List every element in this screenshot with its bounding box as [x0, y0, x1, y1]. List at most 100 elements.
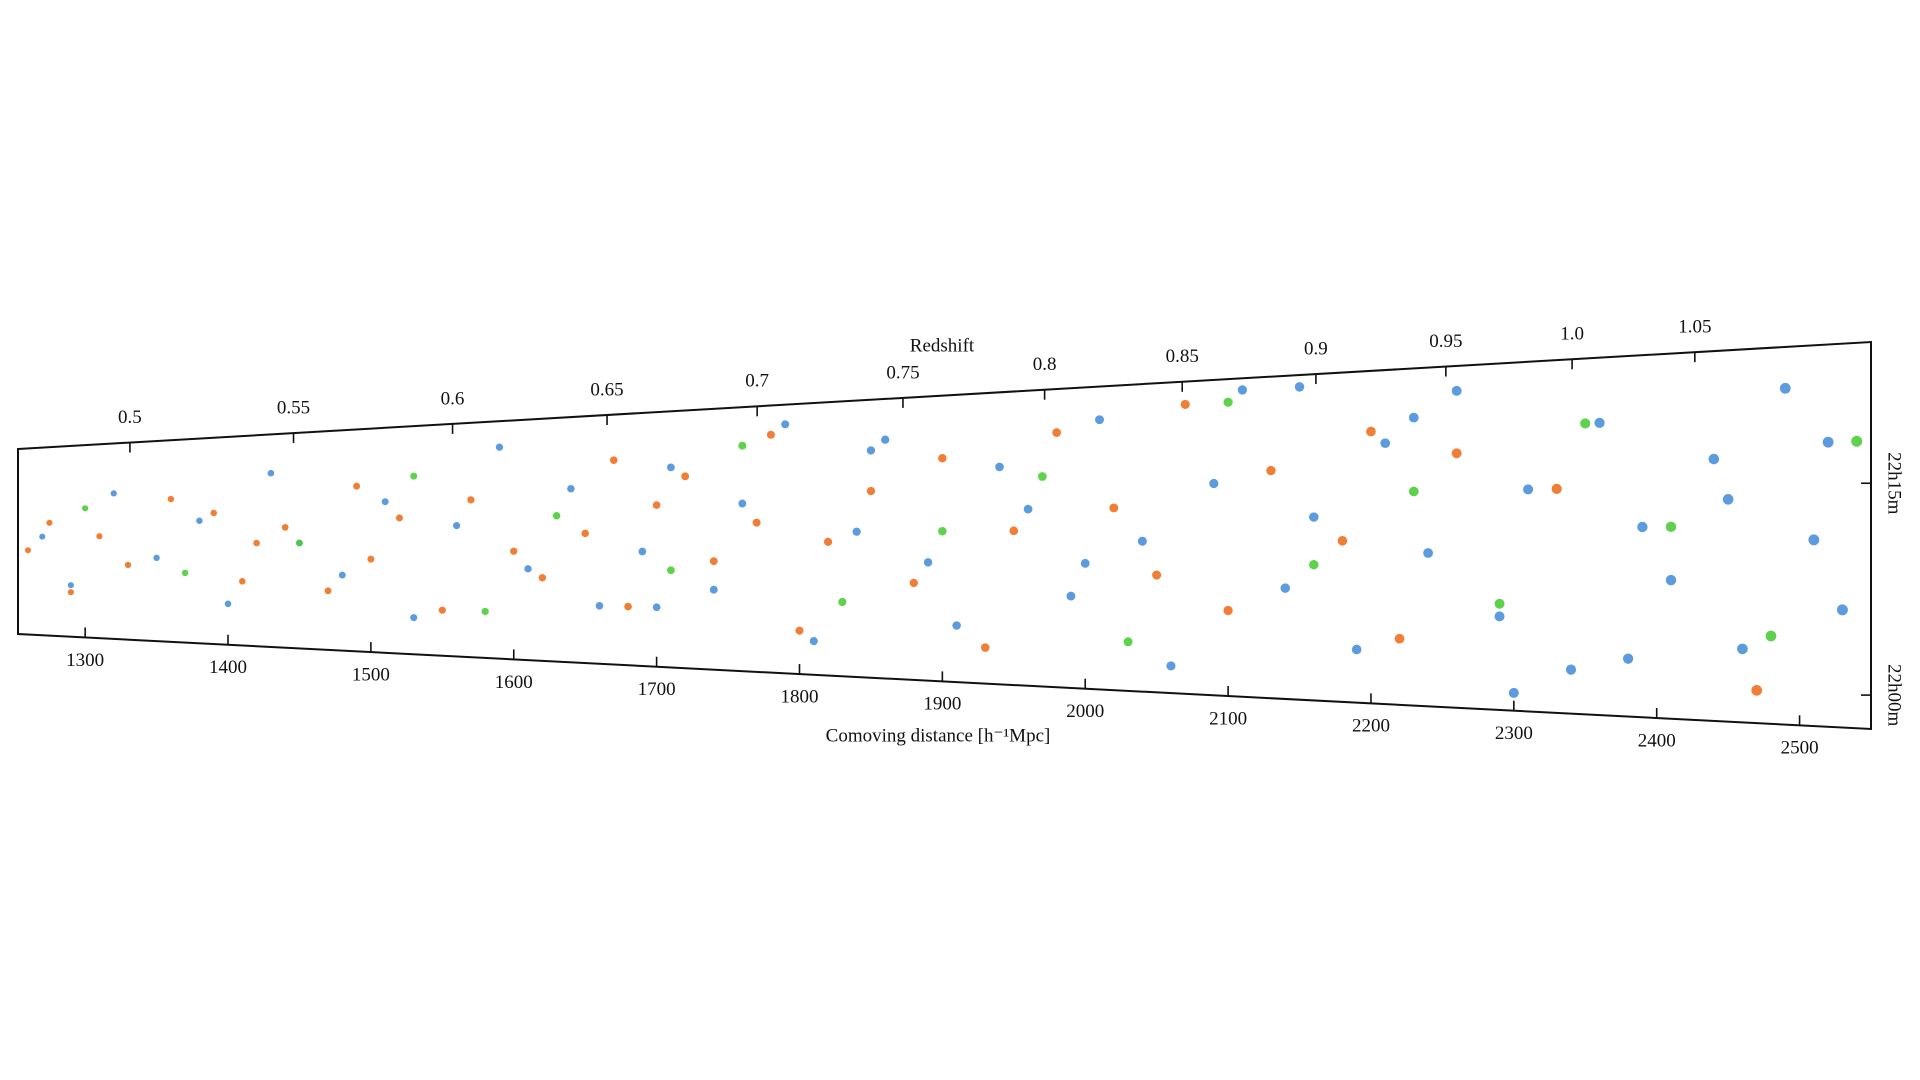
- x2-tick-label: 0.6: [441, 388, 465, 409]
- galaxy-point: [752, 518, 761, 527]
- galaxy-point: [567, 484, 575, 493]
- galaxy-point: [381, 498, 389, 506]
- galaxy-point: [938, 453, 947, 463]
- galaxy-point: [524, 565, 532, 573]
- galaxy-point: [1808, 534, 1820, 546]
- galaxy-point: [1779, 382, 1791, 394]
- galaxy-point: [980, 643, 990, 652]
- galaxy-point: [124, 561, 132, 569]
- galaxy-point: [410, 472, 418, 480]
- galaxy-point: [881, 435, 890, 444]
- galaxy-point: [1037, 472, 1047, 481]
- galaxy-point: [239, 577, 246, 585]
- galaxy-point: [809, 637, 818, 646]
- galaxy-point: [1009, 526, 1019, 536]
- galaxy-point: [82, 505, 89, 512]
- galaxy-point: [1737, 643, 1748, 655]
- galaxy-point: [153, 554, 160, 562]
- galaxy-point: [1551, 483, 1562, 494]
- x2-tick-label: 0.75: [886, 362, 919, 383]
- galaxy-point: [995, 462, 1004, 472]
- x2-tick-label: 0.7: [745, 371, 769, 392]
- galaxy-point: [1095, 415, 1104, 425]
- galaxy-point: [67, 589, 74, 596]
- galaxy-point: [538, 574, 547, 582]
- x-tick-label: 1400: [209, 657, 247, 678]
- galaxy-point: [453, 522, 461, 530]
- galaxy-point: [1722, 494, 1734, 505]
- galaxy-point: [652, 603, 661, 612]
- galaxy-point: [1451, 385, 1462, 396]
- galaxy-point: [253, 539, 260, 547]
- galaxy-point: [96, 533, 103, 540]
- galaxy-point: [210, 509, 217, 517]
- galaxy-point: [39, 533, 46, 540]
- galaxy-point: [866, 486, 876, 496]
- galaxy-point: [1152, 570, 1162, 580]
- galaxy-point: [1494, 611, 1505, 622]
- x-tick-label: 2100: [1209, 708, 1247, 729]
- x2-tick-label: 0.5: [118, 407, 142, 428]
- galaxy-point: [1751, 684, 1763, 696]
- galaxy-point: [281, 523, 289, 531]
- galaxy-point: [1580, 418, 1591, 429]
- galaxy-point: [1309, 512, 1319, 522]
- galaxy-point: [395, 514, 403, 522]
- galaxy-point: [1080, 558, 1090, 568]
- galaxy-point: [67, 582, 74, 589]
- galaxy-point: [296, 539, 303, 547]
- galaxy-point: [1137, 536, 1147, 546]
- galaxy-point: [1423, 548, 1434, 558]
- x-tick-label: 2400: [1638, 730, 1676, 751]
- galaxy-point: [267, 469, 275, 477]
- galaxy-point: [638, 547, 647, 556]
- galaxy-point: [838, 597, 847, 607]
- galaxy-point: [510, 547, 518, 555]
- galaxy-point: [1822, 436, 1834, 448]
- galaxy-point: [667, 463, 675, 472]
- galaxy-point: [1237, 385, 1248, 395]
- galaxy-point: [923, 558, 933, 567]
- galaxy-point: [1394, 633, 1405, 644]
- galaxy-point: [766, 430, 775, 439]
- galaxy-point: [909, 578, 918, 588]
- galaxy-point: [624, 602, 632, 611]
- galaxy-point: [1351, 644, 1362, 655]
- galaxy-point: [1180, 399, 1190, 409]
- galaxy-point: [438, 606, 446, 614]
- galaxy-point: [652, 501, 661, 509]
- galaxy-point: [1066, 591, 1076, 601]
- galaxy-point: [1023, 504, 1033, 514]
- galaxy-point: [1223, 397, 1233, 407]
- y-tick-label: 22h15m: [1884, 452, 1905, 514]
- galaxy-point: [852, 527, 861, 536]
- galaxy-point: [1494, 598, 1505, 609]
- galaxy-point: [1622, 653, 1634, 664]
- galaxy-point: [1851, 435, 1863, 447]
- galaxy-point: [1665, 521, 1677, 533]
- galaxy-point: [1209, 478, 1219, 489]
- galaxy-point: [1523, 484, 1534, 495]
- galaxy-point: [823, 537, 833, 546]
- galaxy-point: [866, 446, 876, 455]
- galaxy-point: [1280, 583, 1290, 593]
- galaxy-point: [552, 512, 561, 520]
- galaxy-point: [24, 547, 32, 554]
- x2-tick-label: 0.55: [277, 397, 310, 418]
- galaxy-point: [1337, 536, 1348, 546]
- galaxy-point: [181, 569, 189, 577]
- galaxy-point: [581, 529, 589, 538]
- x2-tick-label: 1.0: [1560, 324, 1584, 345]
- x-tick-label: 1700: [638, 679, 676, 700]
- galaxy-point: [1408, 412, 1419, 423]
- galaxy-point: [1123, 637, 1133, 647]
- x-tick-label: 1600: [495, 672, 533, 693]
- top-axis-title: Redshift: [910, 335, 975, 356]
- galaxy-point: [46, 519, 53, 526]
- galaxy-point: [1637, 521, 1648, 533]
- x-tick-label: 2000: [1066, 701, 1104, 722]
- galaxy-point: [938, 526, 947, 536]
- galaxy-point: [367, 555, 375, 563]
- galaxy-point: [1836, 604, 1848, 616]
